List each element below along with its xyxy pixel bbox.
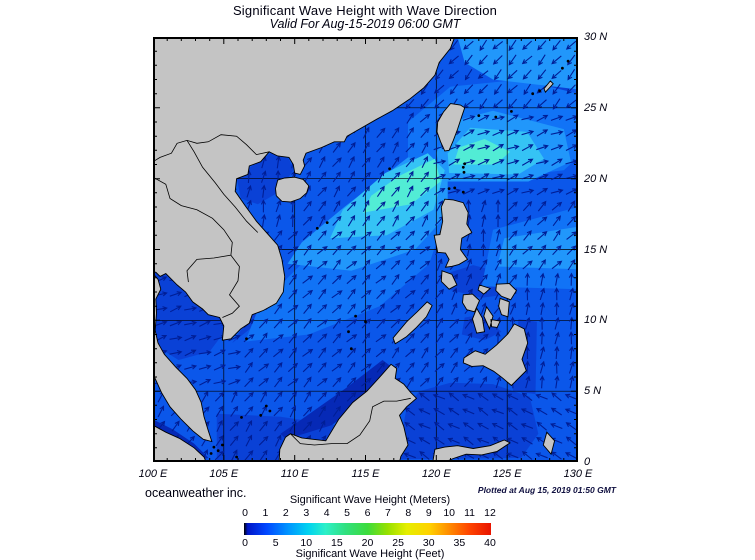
- wave-patch-celebes-sea: [396, 382, 539, 460]
- lat-label-10n: 10 N: [584, 314, 608, 327]
- meters-tick-9: 9: [425, 507, 432, 519]
- plotted-timestamp: Plotted at Aug 15, 2019 01:50 GMT: [477, 485, 616, 495]
- meters-tick-1: 1: [262, 507, 269, 519]
- map-canvas: [150, 36, 579, 463]
- meters-tick-3: 3: [303, 507, 310, 519]
- meters-tick-12: 12: [484, 507, 496, 519]
- feet-tick-40: 40: [484, 537, 496, 549]
- valid-time-subtitle: Valid For Aug-15-2019 06:00 GMT: [269, 17, 461, 31]
- map-frame: [153, 37, 578, 462]
- meters-tick-0: 0: [242, 507, 248, 519]
- lat-label-5n: 5 N: [584, 385, 602, 398]
- wave-patch-east-ph-l2: [497, 226, 578, 270]
- feet-tick-0: 0: [242, 537, 248, 549]
- lon-label-130e: 130 E: [563, 468, 593, 480]
- lon-label-115e: 115 E: [351, 468, 380, 480]
- wave-patch-east-taiwan-l4: [453, 139, 510, 165]
- lon-label-100e: 100 E: [138, 468, 168, 480]
- legend-meters-title: Significant Wave Height (Meters): [289, 494, 451, 506]
- small-islands: [209, 59, 570, 459]
- feet-tick-5: 5: [272, 537, 279, 549]
- meters-tick-6: 6: [364, 507, 371, 519]
- lon-label-125e: 125 E: [492, 468, 522, 480]
- meters-tick-2: 2: [282, 507, 289, 519]
- wave-patch-top-right-l2: [457, 37, 578, 90]
- lat-label-15n: 15 N: [584, 243, 608, 256]
- wave-patch-ne-scs-l4: [362, 158, 441, 213]
- feet-tick-25: 25: [392, 537, 404, 549]
- feet-tick-35: 35: [453, 537, 466, 549]
- lon-label-105e: 105 E: [209, 468, 239, 480]
- meters-tick-4: 4: [323, 507, 330, 519]
- oceanweather-credit: oceanweather inc.: [145, 486, 247, 500]
- meters-tick-11: 11: [464, 507, 476, 519]
- wave-height-colorbar: [244, 523, 491, 535]
- meters-tick-8: 8: [405, 507, 412, 519]
- page-title: Significant Wave Height with Wave Direct…: [232, 3, 498, 18]
- country-borders: [152, 134, 411, 446]
- meters-tick-7: 7: [384, 507, 391, 519]
- lat-label-25n: 25 N: [584, 101, 608, 114]
- feet-tick-15: 15: [331, 537, 343, 549]
- landmasses: [152, 36, 556, 463]
- lat-label-30n: 30 N: [584, 31, 608, 43]
- meters-tick-5: 5: [344, 507, 350, 519]
- feet-tick-20: 20: [361, 537, 374, 549]
- legend-feet-title: Significant Wave Height (Feet): [295, 548, 445, 560]
- lon-label-120e: 120 E: [421, 468, 451, 480]
- wave-map: [150, 36, 579, 463]
- feet-tick-30: 30: [422, 537, 435, 549]
- meters-tick-10: 10: [443, 507, 455, 519]
- lat-label-0: 0: [584, 456, 591, 468]
- lon-label-110e: 110 E: [280, 468, 309, 480]
- feet-tick-10: 10: [300, 537, 313, 549]
- lat-label-20n: 20 N: [584, 172, 608, 185]
